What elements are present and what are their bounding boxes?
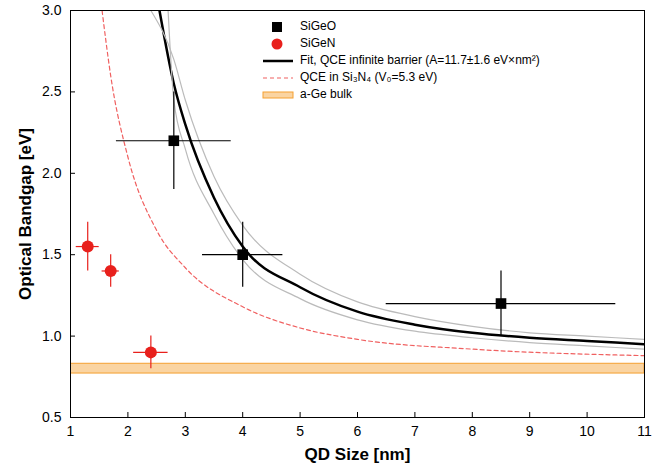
svg-text:6: 6	[354, 423, 362, 439]
html-text:a-Ge bulk: a-Ge bulk	[300, 87, 352, 101]
svg-text:9: 9	[526, 423, 534, 439]
svg-text:2.0: 2.0	[42, 165, 62, 181]
svg-text:1.5: 1.5	[42, 246, 62, 262]
svg-text:7: 7	[411, 423, 419, 439]
svg-text:2: 2	[124, 423, 132, 439]
html-text:QCE in Si₃N₄ (V₀=5.3 eV): QCE in Si₃N₄ (V₀=5.3 eV)	[300, 70, 438, 84]
svg-text:2.5: 2.5	[42, 83, 62, 99]
svg-text:3.0: 3.0	[42, 2, 62, 18]
svg-text:4: 4	[239, 423, 247, 439]
svg-text:3: 3	[181, 423, 189, 439]
svg-text:QD Size [nm]: QD Size [nm]	[305, 445, 411, 464]
svg-text:0.5: 0.5	[42, 409, 62, 425]
svg-text:1: 1	[67, 423, 75, 439]
svg-text:10: 10	[579, 423, 595, 439]
svg-text:1.0: 1.0	[42, 328, 62, 344]
html-text:SiGeN: SiGeN	[300, 36, 336, 50]
svg-text:8: 8	[468, 423, 476, 439]
svg-text:11: 11	[637, 423, 652, 439]
html-text:SiGeO: SiGeO	[300, 19, 336, 33]
svg-text:5: 5	[296, 423, 304, 439]
svg-text:Optical Bandgap [eV]: Optical Bandgap [eV]	[16, 128, 35, 300]
html-text:Fit, QCE infinite barrier (A=1: Fit, QCE infinite barrier (A=11.7±1.6 eV…	[300, 53, 540, 67]
